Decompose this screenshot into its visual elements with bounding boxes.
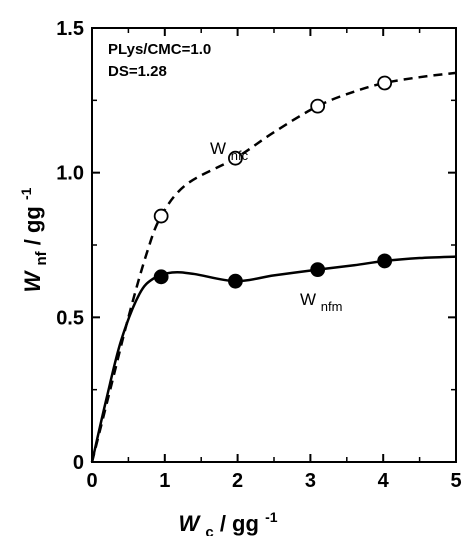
data-point-w-nfc <box>310 98 326 114</box>
data-point-w-nfc <box>228 150 243 166</box>
x-axis-title-sub: c <box>205 524 213 536</box>
series-label-wnfm-main: W <box>300 290 316 309</box>
y-tick-label: 1.0 <box>56 163 84 185</box>
x-tick-label: 0 <box>86 470 97 492</box>
series-line-w-nfc <box>90 71 457 463</box>
x-tick-label: 4 <box>378 470 390 492</box>
data-point-w-nfc <box>153 208 169 224</box>
y-tick-label: 0 <box>73 452 84 474</box>
series-line-w-nfm <box>90 255 457 463</box>
data-point-w-nfm <box>153 269 169 285</box>
data-point-w-nfm <box>377 253 393 269</box>
y-axis-title: W nf / gg -1 <box>18 187 51 292</box>
data-point-w-nfm <box>228 273 243 289</box>
annotation-ratio: PLys/CMC=1.0 <box>108 41 211 58</box>
x-tick-label: 3 <box>305 470 316 492</box>
data-point-w-nfm <box>310 262 326 277</box>
plot-border <box>91 27 457 463</box>
annotation-ds: DS=1.28 <box>108 63 167 80</box>
x-axis-title-main: W <box>178 511 201 536</box>
y-axis-title-main: W <box>20 269 45 292</box>
x-axis-title-unit: / gg <box>220 511 259 536</box>
y-axis-title-unit: / gg <box>20 206 45 245</box>
series-layer <box>90 71 457 463</box>
y-tick-label: 0.5 <box>56 307 84 329</box>
x-axis-title: W c / gg -1 <box>178 509 277 536</box>
data-point-w-nfc <box>377 75 393 91</box>
x-tick-label: 1 <box>159 470 170 492</box>
y-tick-label: 1.5 <box>56 18 84 40</box>
annotation-box: PLys/CMC=1.0 DS=1.28 <box>108 41 211 80</box>
x-tick-label: 2 <box>232 470 243 492</box>
series-label-wnfc-sub: nfc <box>231 148 249 163</box>
plot-frame <box>91 27 457 463</box>
series-label-wnfm-sub: nfm <box>321 299 343 314</box>
x-tick-label: 5 <box>450 470 461 492</box>
x-axis-title-sup: -1 <box>265 509 278 525</box>
axis-ticks: 0 1 2 3 4 5 0 0.5 1.0 1.5 <box>56 18 461 492</box>
series-label-wnfc-main: W <box>210 139 226 158</box>
series-label-wnfm: W nfm <box>300 290 342 314</box>
series-label-wnfc: W nfc <box>210 139 249 163</box>
y-axis-title-sub: nf <box>33 250 50 265</box>
y-axis-title-sup: -1 <box>18 187 34 200</box>
